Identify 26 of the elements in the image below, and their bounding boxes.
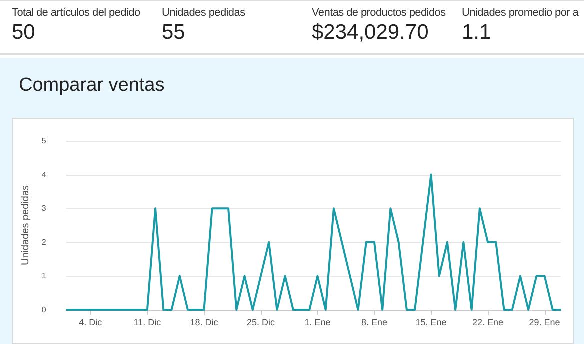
y-tick-label: 5 bbox=[42, 136, 47, 146]
x-tick-label: 18. Dic bbox=[190, 318, 219, 328]
x-tick-label: 15. Ene bbox=[416, 318, 447, 328]
x-tick-label: 22. Ene bbox=[472, 318, 504, 328]
x-tick-label: 25. Dic bbox=[246, 318, 276, 328]
y-tick-label: 0 bbox=[42, 306, 47, 314]
text: Total de artículos del pedido bbox=[12, 7, 140, 19]
x-tick-label: 1. Ene bbox=[304, 318, 331, 328]
x-tick-label: 4. Dic bbox=[79, 318, 103, 328]
y-tick-label: 4 bbox=[42, 170, 47, 180]
text: Ventas de productos pedidos bbox=[312, 7, 446, 19]
y-tick-label: 2 bbox=[42, 238, 47, 247]
text: Unidades promedio por a bbox=[462, 7, 579, 19]
text: 50 bbox=[12, 21, 36, 45]
x-tick-label: 29. Ene bbox=[529, 318, 560, 328]
chart-title: Comparar ventas bbox=[19, 75, 165, 97]
line-series bbox=[65, 174, 562, 311]
y-tick-label: 1 bbox=[42, 272, 47, 281]
x-tick-label: 11. Dic bbox=[134, 318, 162, 328]
text: $234,029.70 bbox=[312, 21, 430, 45]
x-tick-label: 8. Ene bbox=[361, 318, 388, 328]
y-axis-title: Unidades pedidas bbox=[20, 185, 32, 266]
text: 1.1 bbox=[462, 21, 492, 45]
y-tick-label: 3 bbox=[42, 204, 47, 214]
text: Unidades pedidas bbox=[162, 7, 246, 19]
text: 55 bbox=[162, 21, 186, 45]
